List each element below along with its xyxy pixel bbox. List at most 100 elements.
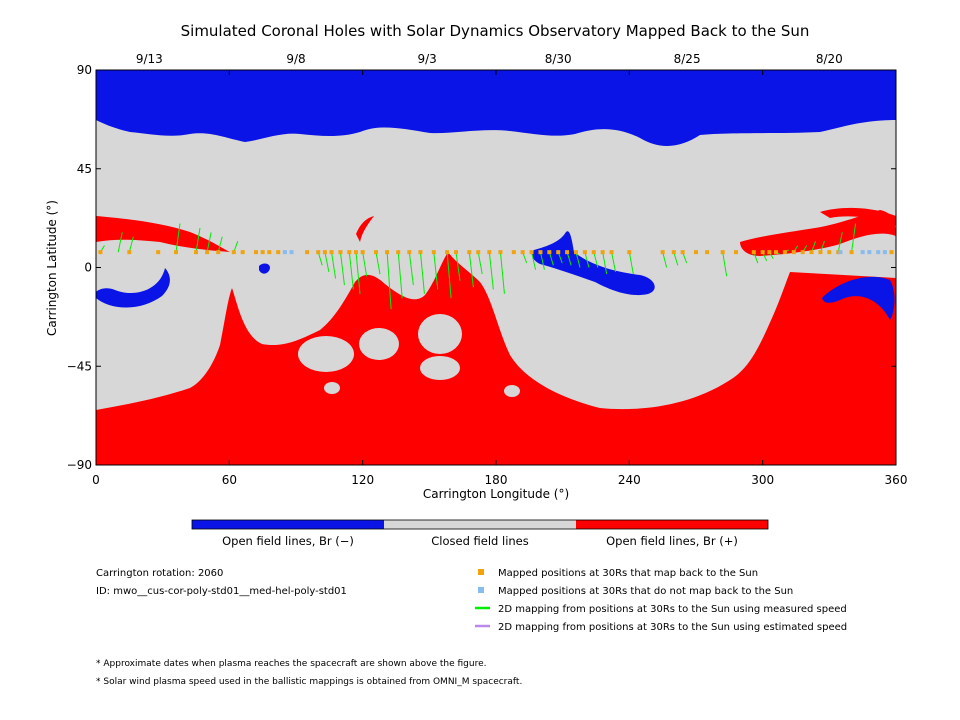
- colorbar-label-positive: Open field lines, Br (+): [606, 534, 738, 548]
- mapped-points: [98, 250, 894, 255]
- top-date-label: 9/13: [136, 52, 163, 66]
- mapped-point: [734, 250, 738, 255]
- mapping-line: [419, 252, 425, 294]
- mapping-line: [324, 252, 330, 272]
- mapping-line: [851, 223, 857, 253]
- unmapped-point: [867, 250, 872, 255]
- x-tick-label: 240: [618, 473, 641, 487]
- mapping-line: [531, 252, 537, 270]
- mapped-point: [407, 250, 412, 255]
- legend-label-not-mapped: Mapped positions at 30Rs that do not map…: [498, 586, 793, 597]
- mapped-point: [127, 250, 132, 255]
- unmapped-point: [282, 250, 287, 255]
- mapping-line: [386, 252, 392, 310]
- y-tick-label: 90: [77, 63, 92, 77]
- unmapped-point: [838, 250, 843, 255]
- mapped-point: [609, 250, 614, 255]
- mapped-point: [827, 250, 832, 255]
- mapping-line: [539, 252, 545, 270]
- mapped-point: [627, 250, 632, 255]
- mapping-line: [593, 252, 599, 268]
- unmapped-point: [860, 250, 865, 255]
- unmapped-point: [876, 250, 881, 255]
- mapping-line: [408, 252, 414, 286]
- mapping-line: [722, 252, 728, 277]
- mapped-point: [347, 250, 352, 255]
- mapped-point: [751, 250, 756, 255]
- mapped-point: [374, 250, 378, 255]
- mapped-point: [849, 250, 854, 255]
- mapping-line: [584, 252, 590, 268]
- mapped-point: [322, 250, 327, 255]
- legend-label-estimated: 2D mapping from positions at 30Rs to the…: [498, 622, 847, 633]
- chart-title: Simulated Coronal Holes with Solar Dynam…: [181, 22, 810, 40]
- mapped-point: [216, 250, 221, 255]
- mapping-line: [433, 252, 439, 290]
- mapped-point: [836, 250, 841, 255]
- mapped-point: [760, 250, 765, 255]
- mapped-point: [547, 250, 552, 255]
- mapped-point: [809, 250, 814, 255]
- mapping-line: [331, 252, 337, 279]
- unmapped-point: [289, 250, 294, 255]
- mapping-line: [468, 252, 474, 288]
- mapped-point: [254, 250, 258, 255]
- unmapped-point: [882, 250, 887, 255]
- mapped-point: [565, 250, 570, 255]
- mapped-point: [520, 250, 525, 255]
- mapping-line: [602, 252, 608, 275]
- mapping-line: [217, 236, 223, 253]
- mapped-point: [767, 250, 772, 255]
- legend-swatch-mapped: [478, 569, 484, 575]
- mapped-point: [467, 250, 472, 255]
- mapping-line: [206, 232, 212, 253]
- mapped-point: [329, 250, 334, 255]
- mapping-line: [339, 252, 345, 286]
- mapping-line: [477, 252, 483, 275]
- negative-open-dot: [259, 263, 270, 274]
- mapping-line: [673, 251, 679, 266]
- mapped-point: [476, 250, 481, 255]
- x-tick-label: 60: [222, 473, 237, 487]
- top-date-labels: 9/13 9/8 9/3 8/30 8/25 8/20: [136, 52, 843, 66]
- mapped-point: [276, 250, 281, 255]
- mapped-point: [511, 250, 516, 255]
- mapping-line: [837, 232, 843, 253]
- colorbar-negative: [192, 520, 384, 529]
- mapping-line: [455, 252, 461, 281]
- mapped-point: [431, 250, 436, 255]
- x-tick-label: 0: [92, 473, 100, 487]
- mapping-line: [446, 252, 452, 299]
- mapping-line: [175, 223, 181, 253]
- negative-open-patch-east: [822, 276, 895, 320]
- mapped-point: [889, 250, 894, 255]
- colorbar-frame: [191, 519, 769, 530]
- mapped-point: [338, 250, 343, 255]
- legend-label-measured: 2D mapping from positions at 30Rs to the…: [498, 604, 847, 615]
- legend-swatch-not-mapped: [478, 587, 484, 593]
- y-tick-label: 0: [84, 261, 92, 275]
- mapped-point: [396, 250, 401, 255]
- y-tick-label: −45: [67, 359, 92, 373]
- colorbar: Open field lines, Br (−) Closed field li…: [191, 519, 769, 548]
- mapping-line: [348, 252, 354, 290]
- y-axis-ticks: 90 45 0 −45 −90: [67, 63, 896, 472]
- mapped-point: [800, 250, 805, 255]
- north-negative-open-region: [96, 70, 896, 146]
- mapped-point: [538, 250, 543, 255]
- mapped-point: [574, 250, 578, 255]
- mapping-line: [662, 252, 668, 268]
- mapped-point: [660, 250, 665, 255]
- colorbar-closed: [384, 520, 576, 529]
- x-tick-label: 120: [351, 473, 374, 487]
- mapped-point: [305, 250, 310, 255]
- positive-open-band-west: [96, 216, 230, 252]
- mapped-point: [454, 250, 458, 255]
- mapping-line: [499, 252, 505, 294]
- mapped-point: [174, 250, 178, 255]
- model-id: ID: mwo__cus-cor-poly-std01__med-hel-pol…: [96, 586, 347, 597]
- colorbar-positive: [576, 520, 768, 529]
- colorbar-label-closed: Closed field lines: [431, 534, 529, 548]
- mapped-point: [316, 250, 321, 255]
- mapping-line: [548, 251, 554, 266]
